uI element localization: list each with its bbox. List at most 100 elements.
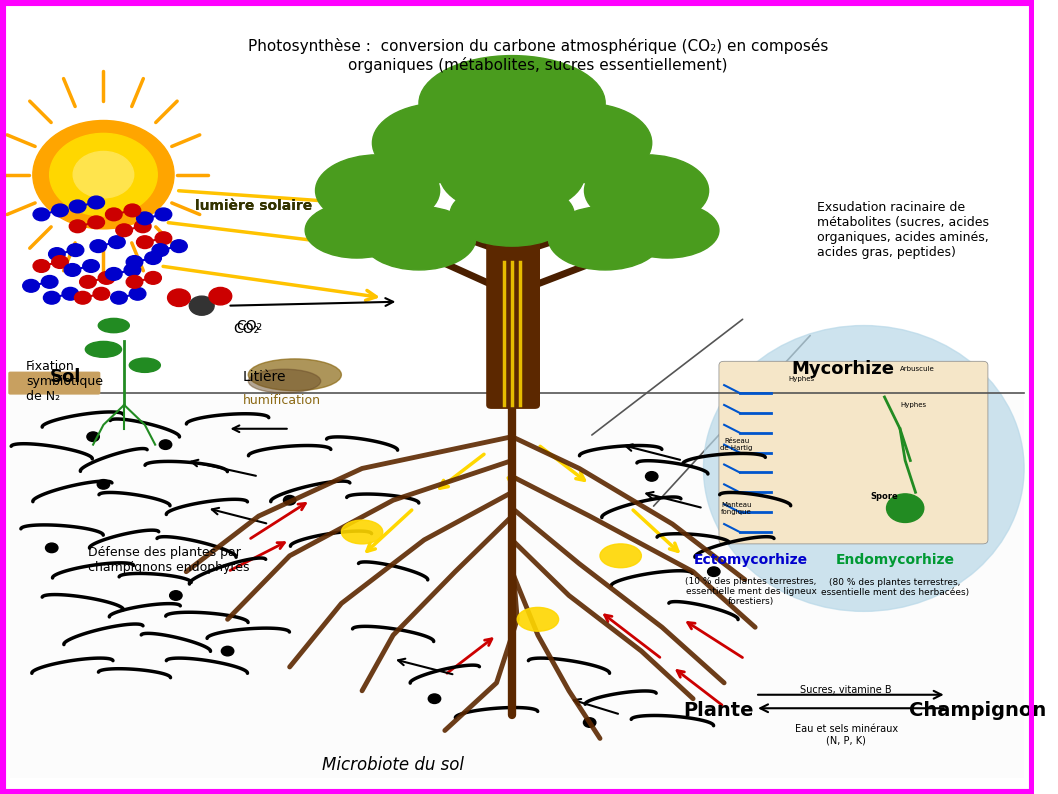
Text: Hyphes: Hyphes [788,376,815,382]
Ellipse shape [98,318,129,333]
Text: lumière solaire: lumière solaire [195,199,312,214]
Circle shape [43,291,60,304]
Circle shape [83,260,99,272]
Ellipse shape [704,326,1024,611]
Circle shape [50,133,158,216]
Text: Manteau
fongique: Manteau fongique [722,502,752,515]
Ellipse shape [305,202,408,258]
Ellipse shape [616,202,719,258]
Circle shape [98,272,115,284]
Ellipse shape [342,520,383,544]
Text: Plante: Plante [683,701,754,720]
Circle shape [68,244,84,256]
Text: Fixation
symbiotique
de N₂: Fixation symbiotique de N₂ [25,360,103,403]
Circle shape [136,236,153,249]
Text: (10 % des plantes terrestres,
essentielle ment des ligneux
forestiers): (10 % des plantes terrestres, essentiell… [686,576,817,607]
Circle shape [160,440,171,449]
Text: Eau et sels minéraux
(N, P, K): Eau et sels minéraux (N, P, K) [795,724,898,746]
Ellipse shape [86,341,122,357]
Circle shape [209,287,232,305]
Circle shape [73,152,133,198]
Text: Hyphes: Hyphes [900,402,926,408]
Bar [11,393,1024,778]
Text: Arbuscule: Arbuscule [900,366,934,372]
Circle shape [62,287,78,300]
Circle shape [70,200,86,213]
Circle shape [428,694,441,703]
Circle shape [583,718,596,727]
Circle shape [221,646,234,656]
Circle shape [124,264,141,276]
Ellipse shape [129,358,161,372]
Circle shape [167,289,190,306]
Ellipse shape [315,155,440,226]
Circle shape [106,268,122,280]
Circle shape [116,224,132,237]
Ellipse shape [419,56,605,151]
Ellipse shape [600,544,641,568]
Ellipse shape [440,135,584,214]
Text: Ectomycorhize: Ectomycorhize [694,553,808,567]
Text: Mycorhize: Mycorhize [791,360,895,378]
Ellipse shape [517,607,559,631]
Text: Photosynthèse :  conversion du carbone atmosphérique (CO₂) en composés
organique: Photosynthèse : conversion du carbone at… [248,38,828,73]
Ellipse shape [249,359,342,391]
Circle shape [887,494,924,522]
FancyBboxPatch shape [8,372,101,395]
Text: Exsudation racinaire de
métabolites (sucres, acides
organiques, acides aminés,
a: Exsudation racinaire de métabolites (suc… [817,201,989,260]
Circle shape [93,287,110,300]
Ellipse shape [548,206,662,270]
Circle shape [284,495,296,505]
Circle shape [79,276,96,288]
Circle shape [45,543,58,553]
Circle shape [109,236,125,249]
Circle shape [106,208,122,221]
Circle shape [152,244,168,256]
Circle shape [33,121,175,229]
Circle shape [126,256,143,268]
Circle shape [90,240,107,252]
Ellipse shape [362,206,476,270]
Circle shape [145,252,162,264]
FancyBboxPatch shape [487,147,540,409]
Circle shape [70,220,86,233]
Ellipse shape [584,155,709,226]
Circle shape [74,291,91,304]
Circle shape [52,256,69,268]
Circle shape [88,216,105,229]
Text: humification: humification [243,395,321,407]
Circle shape [170,240,187,252]
Text: lumière solaire: lumière solaire [195,199,312,214]
Circle shape [189,296,214,315]
Circle shape [33,260,50,272]
Ellipse shape [372,103,507,183]
Text: Champignon: Champignon [909,701,1046,720]
Text: CO₂: CO₂ [236,319,262,333]
Circle shape [126,276,143,288]
FancyBboxPatch shape [719,361,988,544]
Text: Microbiote du sol: Microbiote du sol [322,756,464,774]
Circle shape [169,591,182,600]
Text: Sol: Sol [50,368,81,386]
Text: (80 % des plantes terrestres,
essentielle ment des herbacées): (80 % des plantes terrestres, essentiell… [821,578,969,597]
Circle shape [708,567,720,576]
Circle shape [33,208,50,221]
Circle shape [111,291,127,304]
Ellipse shape [249,369,321,393]
Circle shape [88,196,105,209]
Circle shape [65,264,80,276]
Circle shape [145,272,162,284]
Circle shape [41,276,58,288]
Circle shape [136,212,153,225]
Text: Réseau
de Hartig: Réseau de Hartig [720,438,752,451]
Ellipse shape [517,103,652,183]
Text: Spore: Spore [871,491,898,501]
Circle shape [134,220,151,233]
Circle shape [156,208,171,221]
Text: Litière: Litière [243,370,287,384]
Ellipse shape [450,183,574,246]
Circle shape [97,480,110,489]
Text: Sucres, vitamine B: Sucres, vitamine B [801,684,892,695]
Circle shape [129,287,146,300]
Circle shape [156,232,171,245]
